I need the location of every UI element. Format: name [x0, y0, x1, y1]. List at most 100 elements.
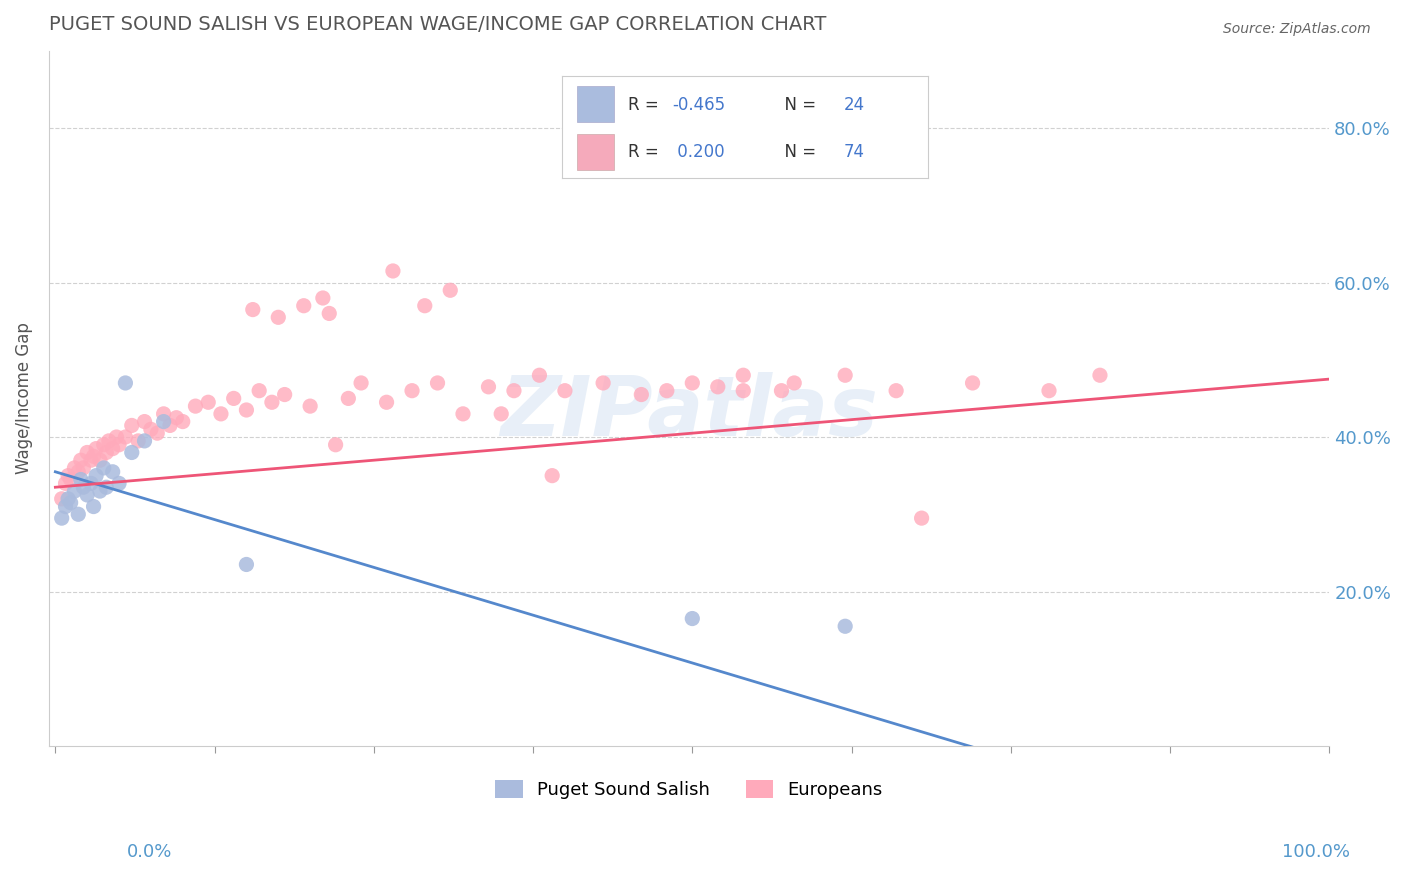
Point [707, 380, 730, 394]
Point [134, 434, 156, 448]
Text: Source: ZipAtlas.com: Source: ZipAtlas.com [1223, 22, 1371, 37]
Point [413, 299, 436, 313]
Legend: Puget Sound Salish, Europeans: Puget Sound Salish, Europeans [488, 772, 890, 806]
Point [67, 465, 90, 479]
Point [401, 384, 423, 398]
Point [56, 491, 79, 506]
Text: 0.0%: 0.0% [127, 843, 172, 861]
Point [76, 488, 98, 502]
Point [235, 558, 257, 572]
Point [101, 465, 124, 479]
Point [67, 508, 90, 522]
Point [165, 410, 187, 425]
Point [260, 395, 283, 409]
Point [101, 442, 124, 456]
Text: 100.0%: 100.0% [1282, 843, 1350, 861]
Point [655, 384, 678, 398]
Point [84, 468, 107, 483]
Point [114, 376, 136, 390]
Point [312, 291, 335, 305]
Point [56, 468, 79, 483]
Point [69, 473, 91, 487]
Point [337, 392, 360, 406]
Point [93, 461, 115, 475]
Point [105, 430, 128, 444]
Point [172, 415, 194, 429]
Point [63, 461, 86, 475]
Point [733, 368, 755, 383]
Point [733, 384, 755, 398]
Point [681, 376, 703, 390]
Text: ZIPatlas: ZIPatlas [501, 372, 879, 453]
Point [89, 484, 111, 499]
Point [97, 434, 120, 448]
Point [55, 476, 77, 491]
Point [592, 376, 614, 390]
Point [96, 480, 118, 494]
Text: 0.200: 0.200 [672, 143, 724, 161]
Point [184, 399, 207, 413]
Y-axis label: Wage/Income Gap: Wage/Income Gap [15, 323, 32, 475]
Point [80, 453, 103, 467]
Point [1088, 368, 1111, 383]
Point [139, 422, 162, 436]
Point [318, 306, 340, 320]
Point [242, 302, 264, 317]
Point [134, 415, 156, 429]
Point [439, 283, 461, 297]
Point [59, 473, 82, 487]
Point [209, 407, 232, 421]
Point [426, 376, 449, 390]
Point [108, 438, 131, 452]
Point [783, 376, 806, 390]
Point [834, 368, 856, 383]
Point [273, 387, 295, 401]
Point [152, 407, 174, 421]
Point [83, 500, 105, 514]
Point [910, 511, 932, 525]
Text: R =: R = [628, 95, 664, 113]
Point [108, 476, 131, 491]
Point [55, 500, 77, 514]
Point [292, 299, 315, 313]
Point [80, 476, 103, 491]
Text: N =: N = [775, 143, 821, 161]
Point [554, 384, 576, 398]
Point [69, 453, 91, 467]
Point [51, 491, 73, 506]
Point [146, 426, 169, 441]
Point [93, 438, 115, 452]
Point [489, 407, 512, 421]
Point [375, 395, 398, 409]
Text: N =: N = [775, 95, 821, 113]
Point [89, 453, 111, 467]
Point [834, 619, 856, 633]
Point [121, 418, 143, 433]
Point [222, 392, 245, 406]
Point [72, 461, 94, 475]
Point [681, 611, 703, 625]
Point [84, 442, 107, 456]
Point [247, 384, 270, 398]
Point [962, 376, 984, 390]
Point [451, 407, 474, 421]
Point [477, 380, 499, 394]
Point [127, 434, 149, 448]
Bar [576, 135, 613, 170]
Text: 24: 24 [844, 95, 865, 113]
Point [299, 399, 322, 413]
Point [235, 403, 257, 417]
Point [503, 384, 526, 398]
Point [114, 430, 136, 444]
Point [63, 484, 86, 499]
Point [630, 387, 652, 401]
Point [884, 384, 907, 398]
Bar [576, 87, 613, 122]
Point [76, 445, 98, 459]
Point [83, 450, 105, 464]
Point [267, 310, 290, 325]
Point [96, 445, 118, 459]
Point [197, 395, 219, 409]
Point [72, 480, 94, 494]
Text: R =: R = [628, 143, 664, 161]
